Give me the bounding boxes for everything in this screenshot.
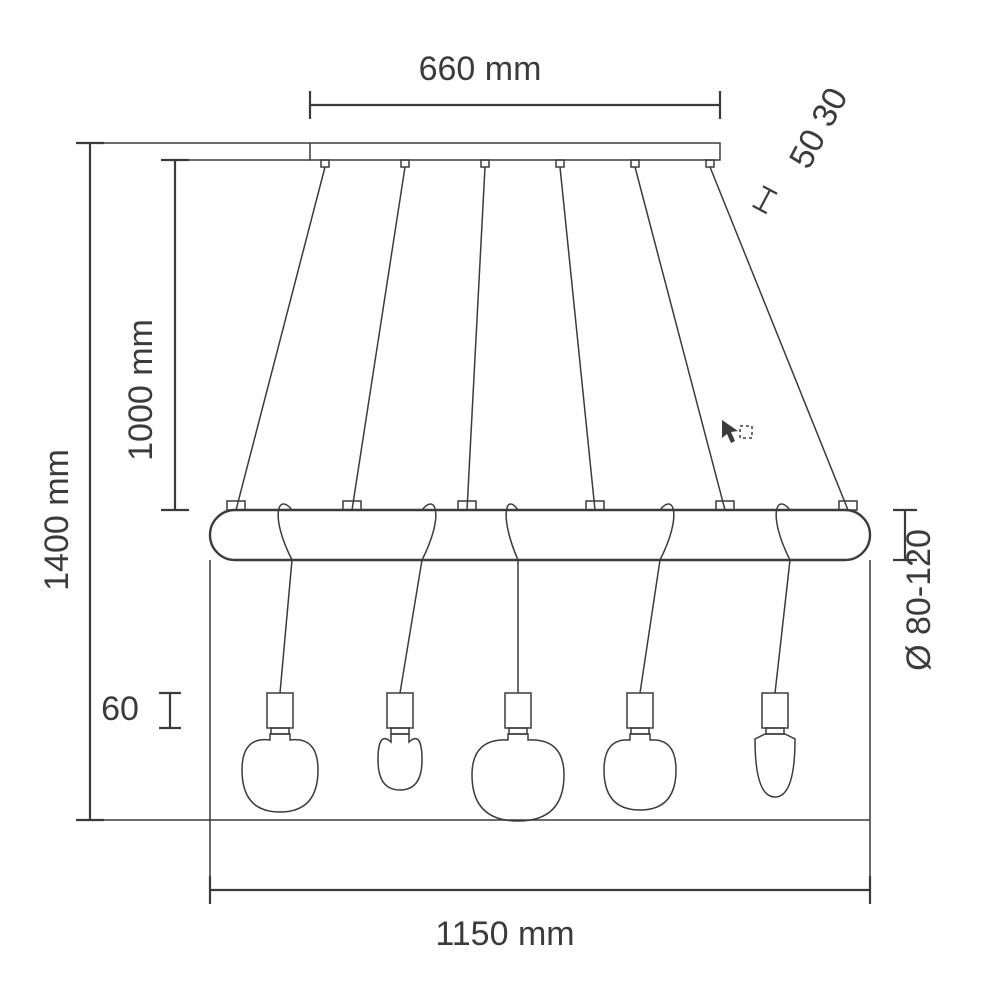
dim-bottom-width: 1150 mm <box>435 915 574 953</box>
socket <box>627 693 653 728</box>
bulb <box>242 734 318 812</box>
technical-drawing: 660 mm 1400 mm 1000 mm 60 1150 mm Ø 80-120 50 … <box>0 0 1000 1000</box>
cord <box>775 504 790 693</box>
cord <box>506 504 518 693</box>
dim-top-width: 660 mm <box>419 50 542 88</box>
bulb <box>604 734 676 810</box>
bulb <box>378 734 422 790</box>
wood-beam <box>210 510 870 560</box>
cord <box>278 504 292 693</box>
dim-beam-diam: Ø 80-120 <box>900 529 938 671</box>
bulb <box>472 734 564 821</box>
svg-text:50 30: 50 30 <box>782 82 856 175</box>
bulb <box>755 734 795 797</box>
socket <box>505 693 531 728</box>
dim-total-height: 1400 mm <box>38 449 76 591</box>
socket <box>387 693 413 728</box>
socket <box>267 693 293 728</box>
cursor-marquee <box>740 426 752 438</box>
socket <box>762 693 788 728</box>
ceiling-plate <box>310 143 720 160</box>
cord <box>400 504 436 693</box>
cord <box>640 504 674 693</box>
dim-socket-h: 60 <box>101 690 139 728</box>
dim-drop-height: 1000 mm <box>122 319 160 461</box>
dim-plate-depth: 50 30 <box>753 80 856 225</box>
cursor-icon <box>722 420 738 443</box>
